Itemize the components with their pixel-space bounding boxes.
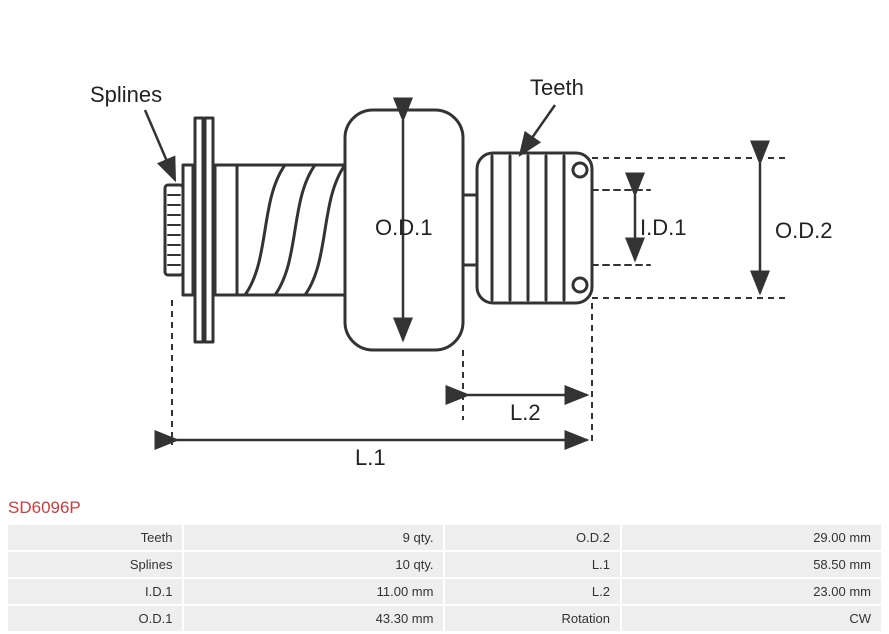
table-row: O.D.1 43.30 mm Rotation CW (8, 606, 881, 631)
spec-value: 29.00 mm (622, 525, 881, 550)
spec-value: 9 qty. (184, 525, 443, 550)
spec-value: 58.50 mm (622, 552, 881, 577)
spec-label: O.D.1 (8, 606, 182, 631)
dim-l2: L.2 (510, 400, 541, 426)
table-row: Teeth 9 qty. O.D.2 29.00 mm (8, 525, 881, 550)
spec-label: Rotation (445, 606, 619, 631)
technical-drawing (0, 0, 889, 490)
callout-splines: Splines (90, 82, 162, 108)
dim-l1: L.1 (355, 445, 386, 471)
spec-label: Splines (8, 552, 182, 577)
dim-od2: O.D.2 (775, 218, 832, 244)
spec-label: O.D.2 (445, 525, 619, 550)
spec-label: I.D.1 (8, 579, 182, 604)
dim-id1: I.D.1 (640, 215, 686, 241)
spec-table: Teeth 9 qty. O.D.2 29.00 mm Splines 10 q… (6, 523, 883, 633)
part-number: SD6096P (8, 498, 81, 518)
table-row: Splines 10 qty. L.1 58.50 mm (8, 552, 881, 577)
spec-value: 23.00 mm (622, 579, 881, 604)
spec-value: CW (622, 606, 881, 631)
spec-label: Teeth (8, 525, 182, 550)
spec-value: 11.00 mm (184, 579, 443, 604)
dim-od1: O.D.1 (375, 215, 432, 241)
spec-value: 43.30 mm (184, 606, 443, 631)
spec-label: L.1 (445, 552, 619, 577)
spec-value: 10 qty. (184, 552, 443, 577)
diagram-area: Splines Teeth O.D.1 I.D.1 O.D.2 L.2 L.1 (0, 0, 889, 490)
table-row: I.D.1 11.00 mm L.2 23.00 mm (8, 579, 881, 604)
callout-teeth: Teeth (530, 75, 584, 101)
spec-label: L.2 (445, 579, 619, 604)
